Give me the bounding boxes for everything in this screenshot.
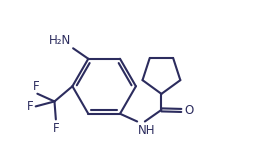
Text: F: F: [53, 122, 59, 135]
Text: H₂N: H₂N: [49, 34, 71, 47]
Text: NH: NH: [138, 124, 156, 137]
Text: O: O: [184, 104, 193, 117]
Text: F: F: [33, 80, 39, 93]
Text: F: F: [27, 100, 34, 113]
